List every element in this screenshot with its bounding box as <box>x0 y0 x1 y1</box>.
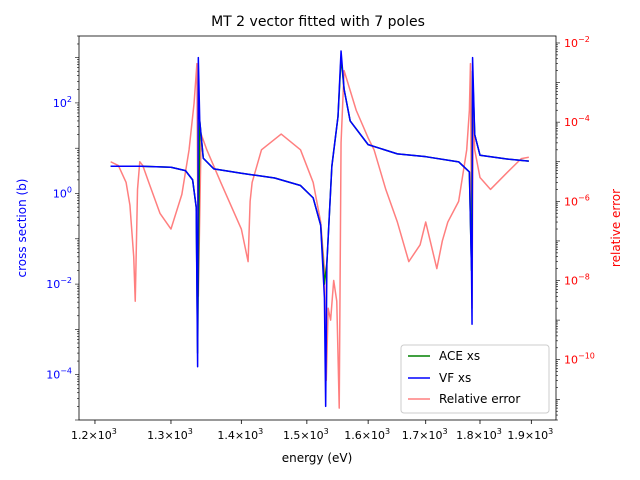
legend-label-ace: ACE xs <box>439 349 480 363</box>
legend-label-error: Relative error <box>439 392 520 406</box>
x-tick-label: 1.9×103 <box>507 427 553 442</box>
x-axis-label: energy (eV) <box>282 451 353 465</box>
legend-label-vf: VF xs <box>439 371 471 385</box>
x-tick-label: 1.8×103 <box>456 427 502 442</box>
y-right-tick-label: 10−10 <box>564 352 595 367</box>
legend-box <box>400 344 550 414</box>
x-tick-label: 1.5×103 <box>283 427 329 442</box>
series-group <box>110 50 529 409</box>
y-right-tick-label: 10−6 <box>564 193 590 208</box>
y-left-tick-label: 10−2 <box>46 276 72 291</box>
x-tick-label: 1.6×103 <box>344 427 390 442</box>
x-tick-label: 1.2×103 <box>71 427 117 442</box>
y-axis-left-label: cross section (b) <box>15 179 29 278</box>
y-left-tick-label: 10−4 <box>46 367 72 382</box>
plot-frame <box>78 35 557 421</box>
y-right-tick-label: 10−2 <box>564 35 590 50</box>
vf-xs-line <box>110 50 529 408</box>
chart-title: MT 2 vector fitted with 7 poles <box>211 14 425 30</box>
legend: ACE xs VF xs Relative error <box>400 344 550 414</box>
axes: 1.2×103 1.3×103 1.4×103 1.5×103 1.6×103 1.7×1… <box>46 35 595 442</box>
y-right-tick-label: 10−8 <box>564 273 590 288</box>
plot-area <box>110 50 529 409</box>
y-left-tick-label: 100 <box>53 186 72 201</box>
x-tick-label: 1.3×103 <box>147 427 193 442</box>
y-right-tick-label: 10−4 <box>564 114 590 129</box>
y-axis-right-label: relative error <box>609 189 623 267</box>
x-tick-label: 1.4×103 <box>217 427 263 442</box>
x-tick-label: 1.7×103 <box>402 427 448 442</box>
y-left-tick-label: 102 <box>53 95 72 110</box>
